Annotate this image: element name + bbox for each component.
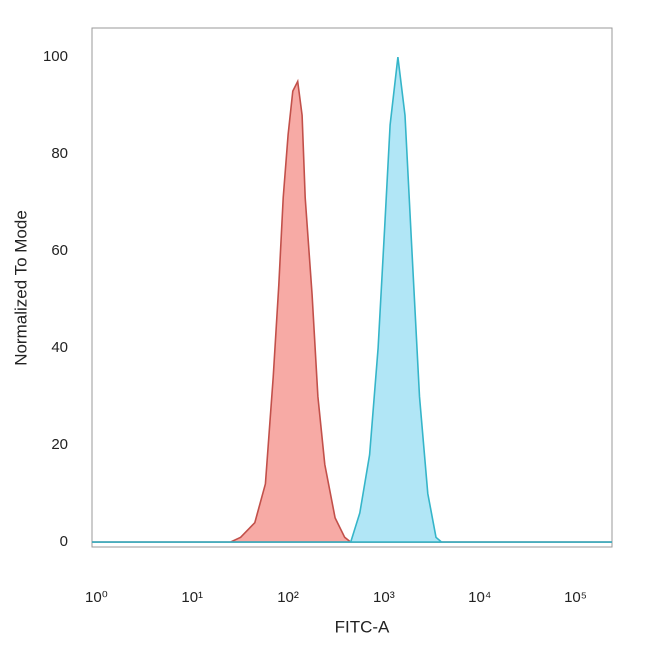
- y-tick-label: 40: [51, 339, 68, 356]
- x-tick-label: 10¹: [181, 589, 203, 606]
- histogram-area: [92, 78, 612, 543]
- y-tick-label: 0: [60, 533, 68, 550]
- y-tick-label: 80: [51, 145, 68, 162]
- x-tick-label: 10⁰: [85, 589, 108, 606]
- x-tick-label: 10²: [277, 589, 299, 606]
- x-axis-label: FITC-A: [335, 617, 390, 636]
- histogram-area: [92, 57, 612, 543]
- y-tick-label: 100: [43, 48, 68, 65]
- plot-frame: [91, 27, 613, 548]
- y-axis-label: Normalized To Mode: [11, 210, 30, 366]
- y-tick-label: 60: [51, 242, 68, 259]
- y-tick-label: 20: [51, 436, 68, 453]
- x-tick-label: 10⁵: [564, 589, 587, 606]
- x-tick-label: 10³: [373, 589, 395, 606]
- x-tick-label: 10⁴: [468, 589, 491, 606]
